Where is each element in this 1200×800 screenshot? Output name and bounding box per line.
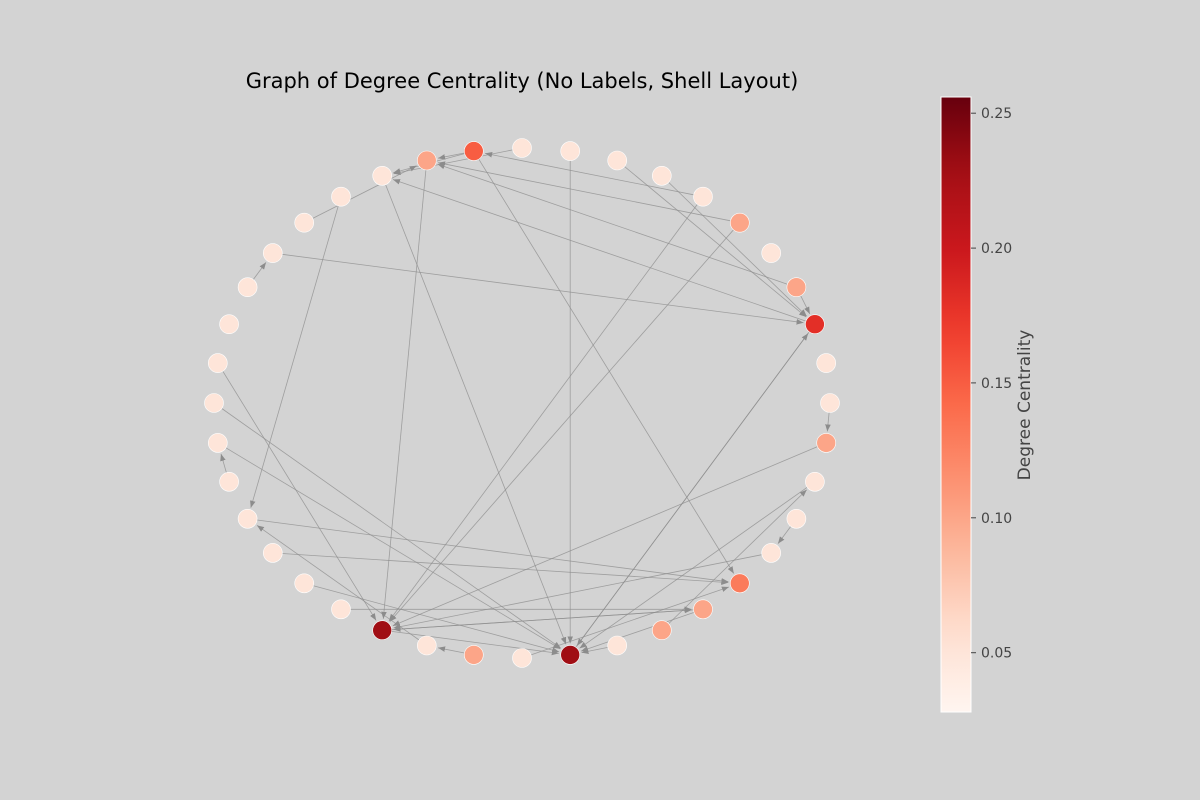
graph-edge <box>225 447 561 650</box>
graph-node <box>372 166 393 186</box>
graph-edge <box>392 179 807 322</box>
graph-edge <box>530 586 730 656</box>
graph-node <box>208 353 228 373</box>
graph-node <box>729 212 750 233</box>
graph-node <box>219 471 239 492</box>
graph-edge <box>485 152 694 196</box>
graph-node <box>237 508 258 529</box>
graph-edge <box>581 647 608 654</box>
graph-node <box>416 635 437 656</box>
graph-edge <box>256 519 729 584</box>
graph-edge <box>668 489 807 624</box>
graph-edge <box>282 553 729 585</box>
graph-edge <box>393 149 513 175</box>
graph-node <box>560 141 581 161</box>
graph-edge <box>312 165 417 219</box>
graph-node <box>237 277 258 298</box>
graph-edge <box>392 446 818 627</box>
graph-node <box>729 573 750 594</box>
graph-node <box>512 138 532 158</box>
graph-edge <box>252 262 267 280</box>
graph-node <box>331 599 351 620</box>
colorbar-tick-label: 0.20 <box>981 241 1012 257</box>
graph-edge <box>580 612 695 652</box>
graph-edge <box>624 166 807 318</box>
graph-edge <box>437 163 788 285</box>
graph-edge <box>668 182 807 317</box>
graph-node <box>512 648 532 668</box>
colorbar-tick-label: 0.15 <box>981 376 1012 392</box>
graph-edge <box>438 646 465 654</box>
graph-node <box>416 150 437 171</box>
graph-node <box>262 543 283 563</box>
graph-node <box>761 243 782 263</box>
graph-node <box>805 471 825 492</box>
graph-node <box>294 212 315 233</box>
graph-node <box>294 573 315 594</box>
graph-node <box>372 620 393 641</box>
graph-node <box>219 314 239 335</box>
graph-node <box>651 166 672 186</box>
colorbar-tick-label: 0.10 <box>981 511 1012 527</box>
colorbar: 0.05 0.10 0.15 0.20 0.25 Degree Centrality <box>940 96 1035 713</box>
graph-edge <box>393 609 694 632</box>
graph-node <box>816 433 837 453</box>
graph-edge <box>438 152 465 160</box>
graph-edge <box>825 412 831 432</box>
graph-edge <box>282 253 804 325</box>
graph-edge <box>389 229 734 622</box>
nodes-layer <box>204 138 840 668</box>
graph-node <box>262 243 283 263</box>
colorbar-tick-label: 0.05 <box>981 646 1012 662</box>
graph-node <box>693 599 713 620</box>
graph-node <box>805 314 825 335</box>
graph-edge <box>222 370 377 621</box>
graph-edge <box>576 331 810 646</box>
graph-node <box>463 141 484 161</box>
graph-node <box>208 433 228 453</box>
edges-layer <box>220 149 831 656</box>
graph-edge <box>388 204 698 622</box>
graph-node <box>786 508 807 529</box>
graph-edge <box>393 554 762 630</box>
chart-title: Graph of Degree Centrality (No Labels, S… <box>246 69 799 93</box>
colorbar-label: Degree Centrality <box>1015 330 1035 481</box>
colorbar-tick-label: 0.25 <box>981 106 1012 122</box>
graph-edge <box>385 184 567 645</box>
graph-edge <box>579 486 808 649</box>
graph-edge <box>777 526 792 544</box>
graph-node <box>331 186 351 207</box>
colorbar-ticks: 0.05 0.10 0.15 0.20 0.25 <box>971 106 1012 662</box>
graph-node <box>463 645 484 665</box>
graph-node <box>560 645 581 665</box>
graph-edge <box>438 161 731 222</box>
graph-edge <box>381 169 427 619</box>
graph-edge <box>221 408 562 649</box>
graph-edge <box>478 158 735 574</box>
graph-node <box>693 186 713 207</box>
graph-node <box>607 635 628 656</box>
graph-edge <box>313 585 560 653</box>
graph-node <box>204 393 224 413</box>
graph-node <box>816 353 837 373</box>
graph-edge <box>220 453 227 473</box>
graph-edge <box>250 205 339 508</box>
graph-node <box>786 277 807 298</box>
graph-edge <box>800 295 811 315</box>
colorbar-gradient-bar <box>940 96 972 713</box>
graph-node <box>820 393 840 413</box>
graph-edge <box>391 631 559 656</box>
graph-node <box>651 620 672 641</box>
graph-node <box>607 150 628 171</box>
graph-node <box>761 543 782 563</box>
graph-edge <box>256 525 420 641</box>
